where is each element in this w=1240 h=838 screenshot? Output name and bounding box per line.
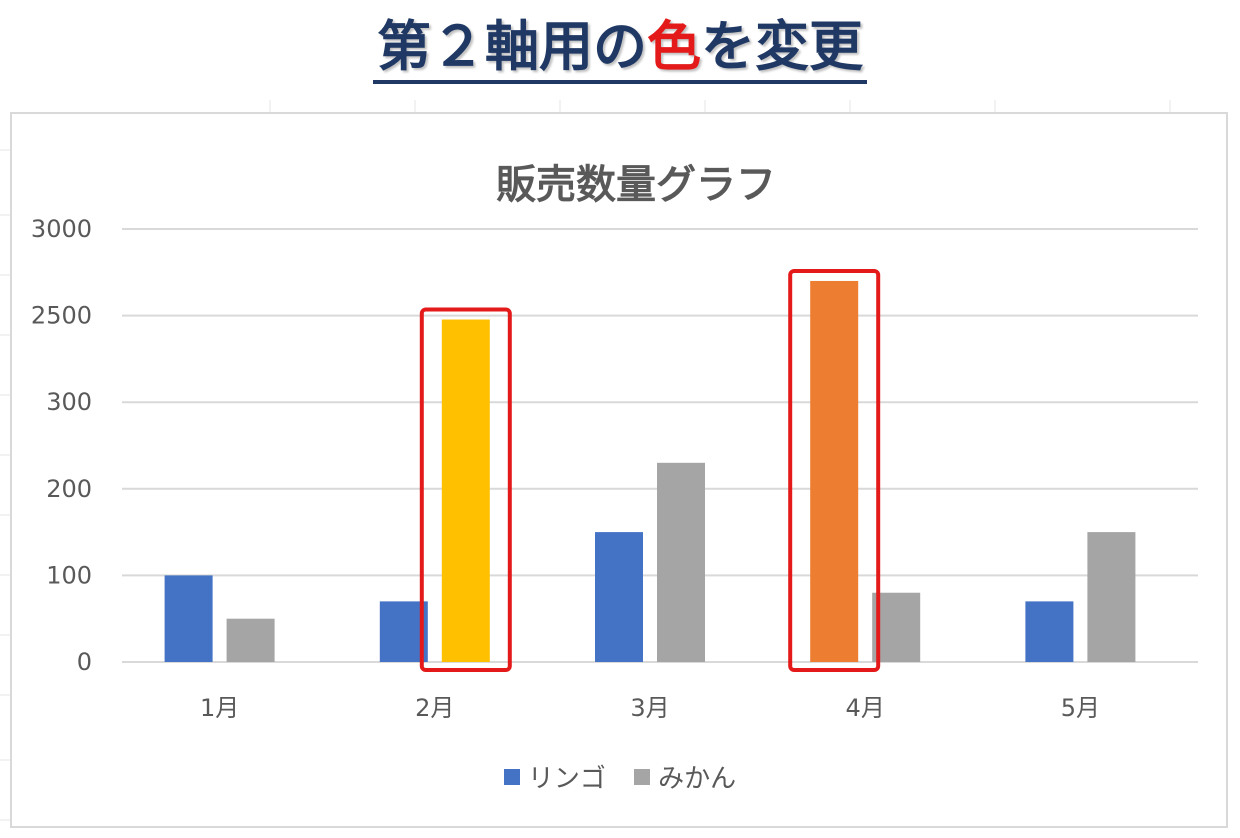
x-tick-label: 4月 (846, 694, 885, 722)
banner-title: 第２軸用の色を変更 (373, 14, 867, 84)
legend-swatch-series-1 (503, 768, 520, 785)
banner-title-post: を変更 (701, 15, 863, 78)
y-tick-label: 0 (77, 648, 92, 676)
legend-label-series-2: みかん (658, 764, 737, 794)
y-tick-label: 100 (46, 561, 92, 589)
chart-area[interactable] (10, 112, 1228, 828)
chart-legend: リンゴ みかん (0, 758, 1240, 795)
banner-title-accent: 色 (647, 15, 701, 78)
legend-item-series-1[interactable]: リンゴ (503, 758, 606, 795)
y-tick-label: 300 (46, 388, 92, 416)
banner: 第２軸用の色を変更 (0, 0, 1240, 100)
y-tick-label: 3000 (31, 215, 92, 243)
legend-item-series-2[interactable]: みかん (634, 758, 736, 795)
bar-1-5[interactable] (1025, 601, 1074, 662)
bar-2-3[interactable] (657, 462, 705, 662)
highlight-box (419, 307, 512, 672)
y-tick-label: 2500 (31, 302, 92, 330)
bar-2-2[interactable] (441, 319, 490, 662)
x-tick-label: 1月 (200, 694, 239, 722)
legend-swatch-series-2 (634, 768, 651, 785)
y-tick-label: 200 (46, 475, 92, 503)
x-tick-label: 5月 (1061, 694, 1100, 722)
bar-1-4[interactable] (810, 280, 859, 662)
highlight-box (788, 268, 881, 672)
x-tick-label: 2月 (415, 694, 454, 722)
bar-2-1[interactable] (226, 618, 275, 662)
chart-title: 販売数量グラフ (496, 162, 776, 208)
bar-1-1[interactable] (164, 575, 213, 662)
banner-title-pre: 第２軸用の (377, 15, 647, 78)
legend-label-series-1: リンゴ (527, 764, 606, 794)
x-tick-label: 3月 (630, 694, 669, 722)
bar-1-3[interactable] (595, 532, 643, 662)
bar-2-5[interactable] (1087, 532, 1136, 662)
